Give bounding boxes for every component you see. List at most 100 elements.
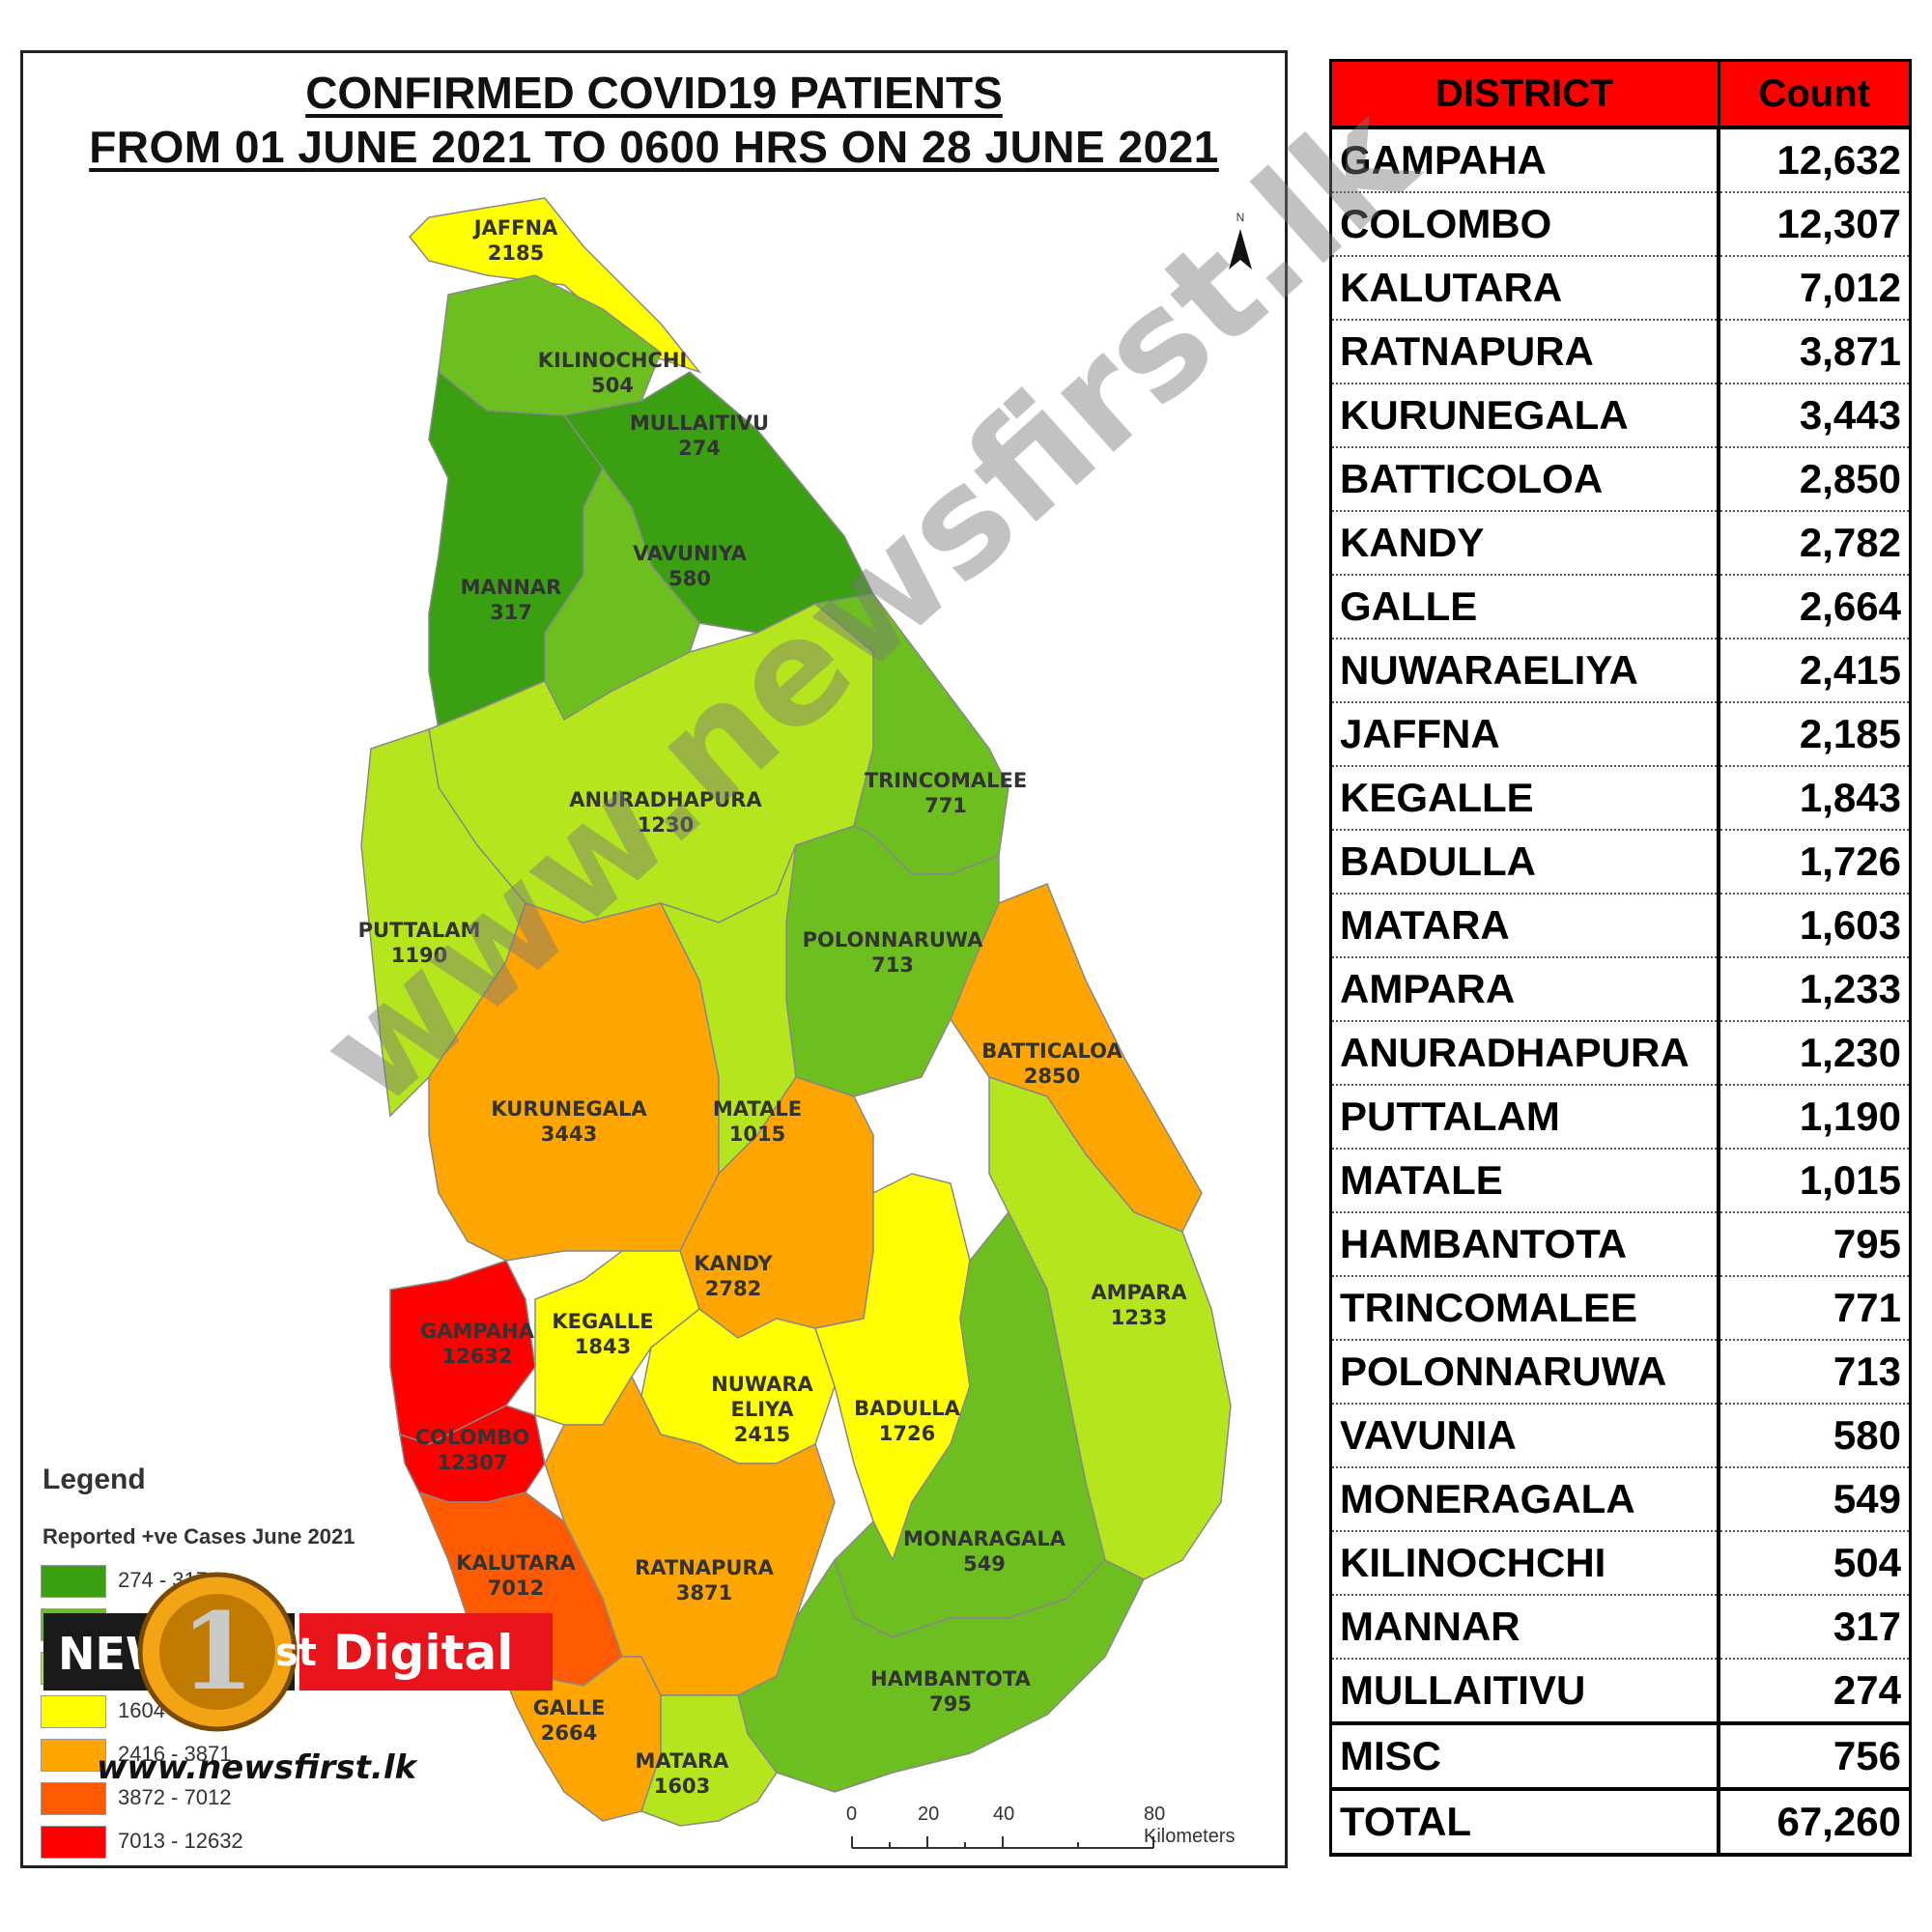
district-name-cell: COLOMBO xyxy=(1329,192,1720,257)
district-name-cell: GAMPAHA xyxy=(1329,128,1720,193)
district-label-kalutara: KALUTARA xyxy=(456,1551,576,1575)
district-name-cell: VAVUNIA xyxy=(1329,1404,1720,1468)
count-cell: 771 xyxy=(1717,1276,1912,1341)
district-count-table: DISTRICT Count GAMPAHA 12,632 COLOMBO 12,30… xyxy=(1329,59,1912,1857)
table-row: MONERAGALA 549 xyxy=(1329,1467,1912,1532)
table-row: ANURADHAPURA 1,230 xyxy=(1329,1021,1912,1086)
district-name-cell: RATNAPURA xyxy=(1329,320,1720,384)
logo-digital-text: Digital xyxy=(333,1625,513,1681)
legend-title: Legend xyxy=(43,1463,146,1495)
district-value-matara: 1603 xyxy=(654,1775,710,1798)
count-cell: 12,307 xyxy=(1717,192,1912,257)
legend-range-label: 3872 - 7012 xyxy=(118,1785,232,1809)
district-value-batticaloa: 2850 xyxy=(1024,1065,1080,1088)
table-row: TRINCOMALEE 771 xyxy=(1329,1276,1912,1341)
count-cell: 2,415 xyxy=(1717,639,1912,703)
district-value-gampaha: 12632 xyxy=(441,1345,512,1368)
district-name-cell: GALLE xyxy=(1329,575,1720,639)
district-label-vavuniya: VAVUNIYA xyxy=(633,542,748,565)
header-district: DISTRICT xyxy=(1329,59,1720,129)
district-name-cell: HAMBANTOTA xyxy=(1329,1212,1720,1277)
district-value-mullaitivu: 274 xyxy=(678,437,721,460)
district-label-kurunegala: KURUNEGALA xyxy=(491,1097,647,1121)
district-label-galle: GALLE xyxy=(533,1696,606,1719)
legend-swatch xyxy=(41,1695,106,1728)
district-name-cell: PUTTALAM xyxy=(1329,1085,1720,1150)
district-label-hambantota: HAMBANTOTA xyxy=(870,1667,1031,1690)
district-label-polonnaruwa: POLONNARUWA xyxy=(803,928,984,952)
table-row: COLOMBO 12,307 xyxy=(1329,192,1912,257)
table-row: VAVUNIA 580 xyxy=(1329,1404,1912,1468)
district-name-cell: JAFFNA xyxy=(1329,702,1720,767)
district-label-nuwara-eliya: ELIYA xyxy=(731,1398,795,1421)
district-name-cell: POLONNARUWA xyxy=(1329,1340,1720,1405)
table-row: NUWARAELIYA 2,415 xyxy=(1329,639,1912,703)
district-value-kilinochchi: 504 xyxy=(591,374,634,397)
district-value-anuradhapura: 1230 xyxy=(638,813,694,837)
count-cell: 580 xyxy=(1717,1404,1912,1468)
district-value-kurunegala: 3443 xyxy=(541,1122,597,1146)
table-row: BATTICOLOA 2,850 xyxy=(1329,447,1912,512)
table-row: HAMBANTOTA 795 xyxy=(1329,1212,1912,1277)
district-label-ratnapura: RATNAPURA xyxy=(635,1556,775,1579)
count-cell: 1,015 xyxy=(1717,1149,1912,1213)
count-cell: 2,185 xyxy=(1717,702,1912,767)
district-colombo xyxy=(399,1405,546,1503)
newsfirst-logo: NEWS 1 st Digital xyxy=(43,1572,553,1732)
table-row: KALUTARA 7,012 xyxy=(1329,256,1912,321)
north-arrow-icon: N xyxy=(1229,211,1252,270)
district-name-cell: KILINOCHCHI xyxy=(1329,1531,1720,1596)
district-label-jaffna: JAFFNA xyxy=(472,216,558,240)
district-name-cell: TOTAL xyxy=(1329,1787,1720,1857)
district-label-trincomalee: TRINCOMALEE xyxy=(865,769,1027,792)
district-label-mullaitivu: MULLAITIVU xyxy=(630,412,769,435)
district-value-matale: 1015 xyxy=(729,1122,785,1146)
table-row: MULLAITIVU 274 xyxy=(1329,1659,1912,1724)
count-cell: 756 xyxy=(1717,1721,1912,1791)
district-value-polonnaruwa: 713 xyxy=(871,953,914,977)
district-name-cell: AMPARA xyxy=(1329,957,1720,1022)
scale-tick-0: 0 xyxy=(846,1804,858,1825)
north-label: N xyxy=(1236,211,1245,224)
district-label-ampara: AMPARA xyxy=(1091,1281,1187,1304)
table-header-row: DISTRICT Count xyxy=(1329,59,1912,129)
district-label-kegalle: KEGALLE xyxy=(552,1310,653,1333)
district-value-badulla: 1726 xyxy=(879,1422,935,1445)
legend-range-label: 2416 - 3871 xyxy=(118,1742,232,1766)
map-title-line1: CONFIRMED COVID19 PATIENTS xyxy=(305,68,1003,118)
district-name-cell: MATARA xyxy=(1329,894,1720,958)
header-count: Count xyxy=(1717,59,1912,129)
district-matara xyxy=(640,1694,778,1827)
count-cell: 3,443 xyxy=(1717,384,1912,448)
legend-swatch xyxy=(41,1826,106,1859)
district-label-nuwara-eliya: NUWARA xyxy=(711,1373,813,1396)
count-cell: 274 xyxy=(1717,1659,1912,1724)
district-label-matara: MATARA xyxy=(636,1749,730,1773)
district-value-vavuniya: 580 xyxy=(668,567,711,590)
table-row: KILINOCHCHI 504 xyxy=(1329,1531,1912,1596)
district-value-ampara: 1233 xyxy=(1111,1306,1167,1329)
table-row: MATARA 1,603 xyxy=(1329,894,1912,958)
total-row: TOTAL 67,260 xyxy=(1329,1787,1912,1857)
count-cell: 795 xyxy=(1717,1212,1912,1277)
district-value-jaffna: 2185 xyxy=(488,242,544,265)
district-label-anuradhapura: ANURADHAPURA xyxy=(569,788,762,811)
district-name-cell: TRINCOMALEE xyxy=(1329,1276,1720,1341)
count-cell: 2,664 xyxy=(1717,575,1912,639)
count-cell: 7,012 xyxy=(1717,256,1912,321)
table-row: POLONNARUWA 713 xyxy=(1329,1340,1912,1405)
district-value-monaragala: 549 xyxy=(963,1552,1006,1576)
district-value-nuwara-eliya: 2415 xyxy=(734,1423,790,1446)
count-cell: 1,230 xyxy=(1717,1021,1912,1086)
district-label-monaragala: MONARAGALA xyxy=(903,1527,1066,1550)
district-value-kegalle: 1843 xyxy=(575,1335,631,1358)
count-cell: 504 xyxy=(1717,1531,1912,1596)
district-value-trincomalee: 771 xyxy=(924,794,967,817)
legend-swatch xyxy=(41,1739,106,1772)
logo-one-text: 1 xyxy=(181,1589,255,1714)
table-row: KURUNEGALA 3,443 xyxy=(1329,384,1912,448)
map-title-line2: FROM 01 JUNE 2021 TO 0600 HRS ON 28 JUNE… xyxy=(89,122,1219,172)
logo-st-text: st xyxy=(275,1631,317,1675)
logo-url: www.newsfirst.lk xyxy=(97,1748,417,1787)
